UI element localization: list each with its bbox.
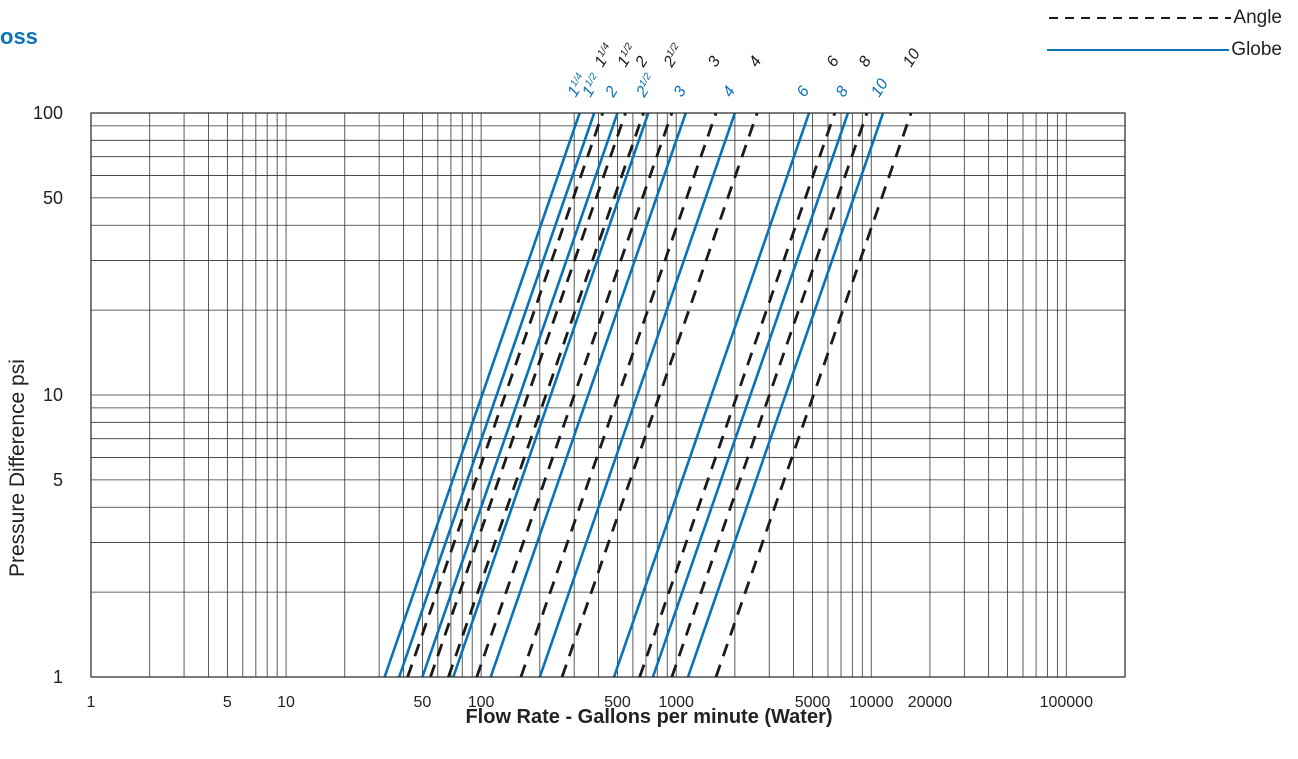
angle-series-3 <box>519 112 718 678</box>
angle-size-label: 21/2 <box>659 41 687 71</box>
angle-size-label: 11/4 <box>591 41 619 70</box>
size-label-text: 8 <box>856 53 875 70</box>
globe-size-label: 10 <box>868 76 892 100</box>
globe-size-label: 8 <box>833 83 852 100</box>
y-tick-label: 100 <box>33 103 63 123</box>
size-label-text: 4 <box>746 53 765 70</box>
globe-series-4 <box>538 112 737 678</box>
globe-series-2-1-2 <box>452 112 650 678</box>
x-axis-label: Flow Rate - Gallons per minute (Water) <box>465 706 833 728</box>
legend-item-globe: Globe <box>1047 34 1282 66</box>
chart-title-fragment: oss <box>0 24 38 49</box>
size-label-text: 3 <box>671 83 690 100</box>
angle-size-label: 4 <box>746 53 765 70</box>
legend-swatch-angle <box>1049 17 1232 19</box>
angle-series-1-1-2 <box>429 112 627 678</box>
angle-series-10 <box>714 112 913 678</box>
y-axis-label: Pressure Difference psi <box>6 359 29 577</box>
size-label-text: 4 <box>720 83 739 100</box>
x-tick-label: 1000 <box>658 694 694 711</box>
size-label-text: 21/2 <box>632 71 660 101</box>
angle-size-label: 3 <box>705 53 724 70</box>
globe-series-2 <box>421 112 619 678</box>
chart-grid <box>90 112 1126 678</box>
y-tick-label: 5 <box>53 470 63 490</box>
angle-series-2-1-2 <box>475 112 674 678</box>
x-tick-label: 50 <box>413 694 431 711</box>
x-tick-label: 500 <box>604 694 631 711</box>
chart-tick-labels: 1 5 10 50 100 500 1000 5000 10000 20000 100000 1 5 10… <box>33 103 1093 711</box>
size-label-text: 10 <box>868 76 892 100</box>
globe-series-10 <box>686 112 885 678</box>
size-label-text: 10 <box>900 46 924 70</box>
globe-series-1-1-2 <box>397 112 596 678</box>
globe-series-1-1-4 <box>383 112 581 678</box>
plot-frame <box>90 112 1126 678</box>
legend-label-angle: Angle <box>1233 7 1282 28</box>
x-tick-label: 100000 <box>1040 694 1093 711</box>
x-tick-label: 10000 <box>849 694 894 711</box>
angle-series-2 <box>447 112 645 678</box>
x-tick-label: 5000 <box>795 694 831 711</box>
globe-series-3 <box>489 112 687 678</box>
size-label-text: 3 <box>705 53 724 70</box>
angle-series-1-1-4 <box>406 112 605 678</box>
size-label-text: 6 <box>824 53 843 70</box>
globe-size-label: 6 <box>794 83 813 100</box>
size-label-text: 2 <box>632 53 652 70</box>
globe-size-label: 11/2 <box>578 71 606 100</box>
globe-series-6 <box>612 112 811 678</box>
size-label-text: 6 <box>794 83 813 100</box>
legend-item-angle: Angle <box>1047 2 1282 34</box>
angle-series-6 <box>638 112 837 678</box>
x-tick-label: 100 <box>468 694 495 711</box>
size-label-text: 11/2 <box>578 71 606 100</box>
size-label-text: 2 <box>602 83 622 100</box>
angle-size-label: 10 <box>900 46 924 70</box>
globe-size-label: 3 <box>671 83 690 100</box>
size-label-text: 8 <box>833 83 852 100</box>
globe-series-8 <box>651 112 850 678</box>
x-tick-label: 5 <box>223 694 232 711</box>
x-tick-label: 1 <box>87 694 96 711</box>
size-label-text: 11/4 <box>591 41 619 70</box>
globe-size-label: 21/2 <box>632 71 660 101</box>
globe-size-label: 4 <box>720 83 739 100</box>
x-tick-label: 10 <box>277 694 295 711</box>
angle-size-label: 6 <box>824 53 843 70</box>
y-tick-label: 1 <box>53 667 63 687</box>
angle-series-4 <box>560 112 759 678</box>
angle-size-label: 8 <box>856 53 875 70</box>
size-label-text: 21/2 <box>659 41 687 71</box>
chart-series <box>383 112 913 678</box>
angle-series-8 <box>670 112 869 678</box>
globe-size-label: 2 <box>602 83 622 100</box>
legend-label-globe: Globe <box>1231 39 1282 60</box>
y-tick-label: 10 <box>43 385 63 405</box>
angle-size-label: 2 <box>632 53 652 70</box>
legend-swatch-globe <box>1047 49 1230 51</box>
y-tick-label: 50 <box>43 188 63 208</box>
x-tick-label: 20000 <box>908 694 953 711</box>
legend: Angle Globe <box>1047 2 1282 66</box>
